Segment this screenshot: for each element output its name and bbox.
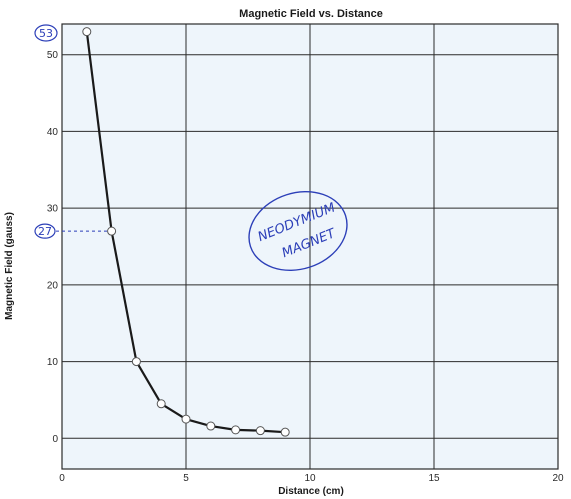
y-tick-label: 30 <box>47 204 59 215</box>
x-tick-label: 20 <box>552 473 564 484</box>
y-tick-label: 10 <box>47 357 59 368</box>
data-series <box>82 27 290 437</box>
x-tick-label: 15 <box>428 473 440 484</box>
chart-title: Magnetic Field vs. Distance <box>239 8 383 20</box>
data-point <box>231 425 241 435</box>
y-tick-label: 0 <box>52 434 58 445</box>
y-tick-label: 50 <box>47 50 59 61</box>
data-point <box>206 421 216 431</box>
data-point <box>131 357 141 367</box>
note-ring <box>248 190 348 272</box>
circled-value-53: 53 <box>39 27 53 40</box>
grid <box>61 24 559 469</box>
y-axis-label: Magnetic Field (gauss) <box>4 212 15 320</box>
x-tick-label: 5 <box>183 473 189 484</box>
y-tick-label: 40 <box>47 127 59 138</box>
tick-labels: 0 5 10 15 20 0 10 20 30 40 50 <box>47 50 564 484</box>
data-point <box>156 399 166 409</box>
x-tick-label: 10 <box>304 473 316 484</box>
data-point <box>181 414 191 424</box>
circled-value-27: 27 <box>38 225 52 238</box>
data-point <box>82 27 92 37</box>
circled-value-53-ring <box>34 24 58 42</box>
y-tick-label: 20 <box>47 280 59 291</box>
data-point <box>280 427 290 437</box>
data-point <box>107 226 117 236</box>
data-point <box>255 426 265 436</box>
x-tick-label: 0 <box>59 473 65 484</box>
x-axis-label: Distance (cm) <box>278 486 344 497</box>
circled-value-27-ring <box>34 223 56 239</box>
